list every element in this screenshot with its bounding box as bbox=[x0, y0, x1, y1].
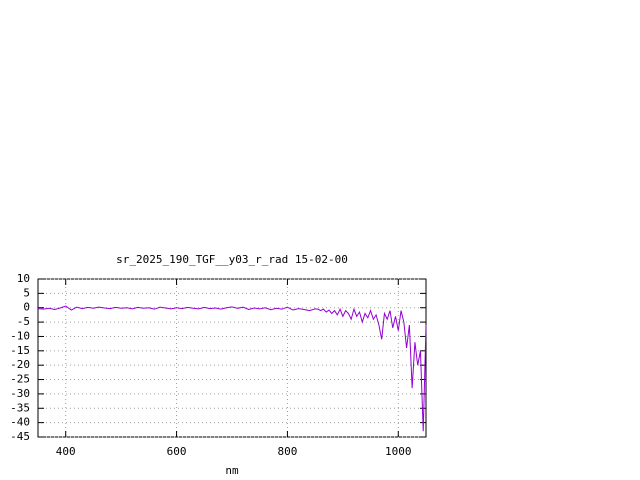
y-tick-label: 5 bbox=[23, 286, 30, 299]
y-tick-label: 0 bbox=[23, 301, 30, 314]
y-tick-label: -15 bbox=[10, 344, 30, 357]
x-tick-label: 600 bbox=[167, 445, 187, 458]
chart-title: sr_2025_190_TGF__y03_r_rad 15-02-00 bbox=[116, 253, 348, 266]
y-tick-label: -10 bbox=[10, 329, 30, 342]
x-tick-label: 1000 bbox=[385, 445, 412, 458]
plot-frame bbox=[37, 278, 427, 438]
y-tick-label: -40 bbox=[10, 416, 30, 429]
x-tick-label: 800 bbox=[277, 445, 297, 458]
x-tick-label: 400 bbox=[56, 445, 76, 458]
y-tick-label: -20 bbox=[10, 358, 30, 371]
y-tick-label: -35 bbox=[10, 401, 30, 414]
x-axis-label: nm bbox=[225, 464, 239, 477]
y-tick-label: 10 bbox=[17, 272, 30, 285]
y-tick-label: -25 bbox=[10, 373, 30, 386]
data-line bbox=[37, 305, 427, 432]
y-tick-label: -5 bbox=[17, 315, 30, 328]
y-tick-label: -45 bbox=[10, 430, 30, 443]
y-tick-label: -30 bbox=[10, 387, 30, 400]
